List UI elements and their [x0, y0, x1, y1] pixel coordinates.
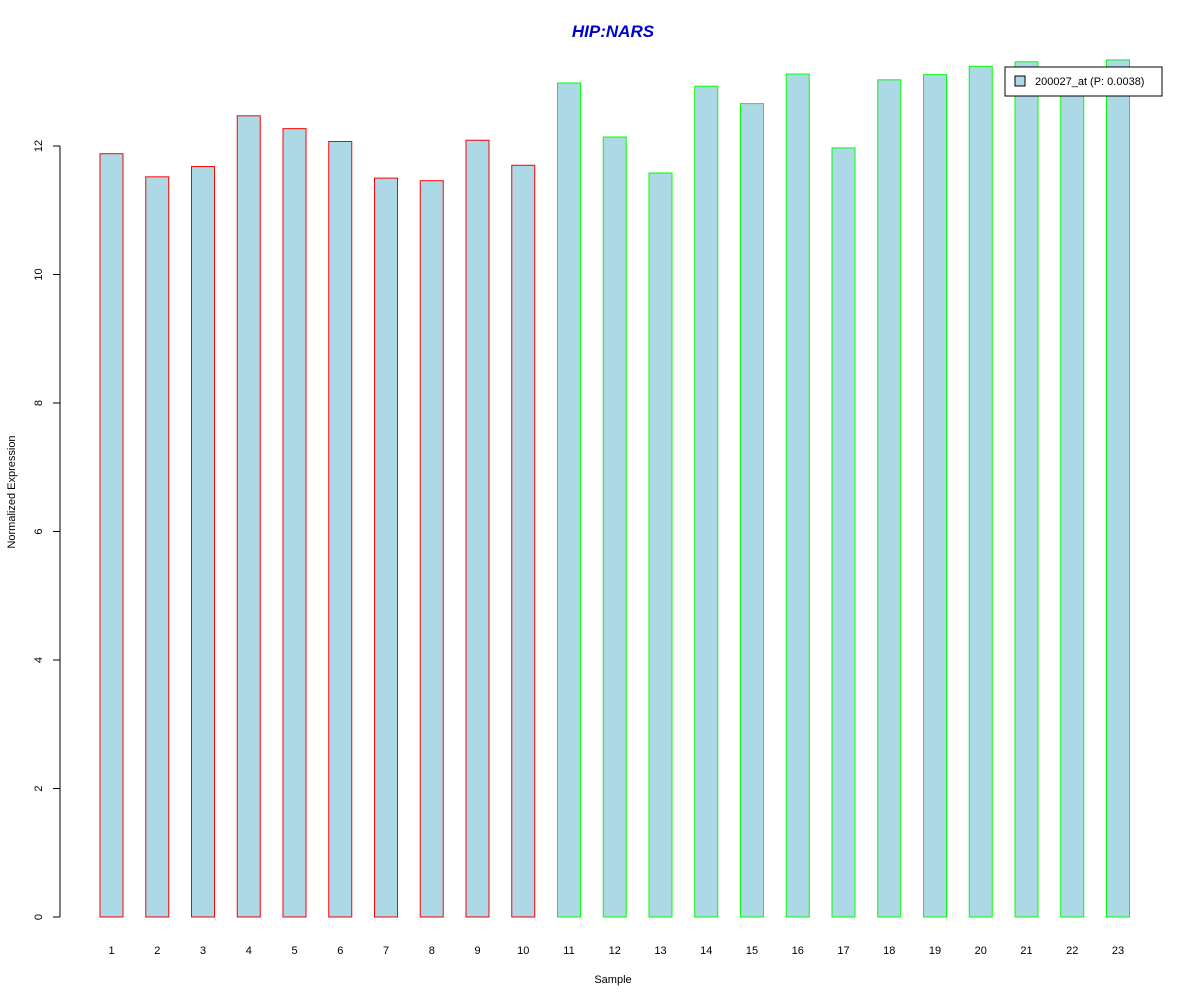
- y-axis: 0 2 4 6 8 10 12: [33, 140, 61, 920]
- x-axis-label: Sample: [594, 974, 631, 986]
- chart-title: HIP:NARS: [572, 22, 655, 41]
- bar-sample-4: [236, 115, 261, 918]
- y-axis-tick-label: 0: [33, 914, 45, 920]
- x-axis-tick-label: 6: [337, 945, 343, 957]
- legend-label: 200027_at (P: 0.0038): [1035, 76, 1144, 88]
- x-axis-tick-label: 9: [474, 945, 480, 957]
- y-axis-label: Normalized Expression: [6, 435, 18, 548]
- y-axis-tick-label: 8: [33, 400, 45, 406]
- legend: 200027_at (P: 0.0038): [1004, 66, 1163, 97]
- x-axis-tick-label: 20: [975, 945, 987, 957]
- x-axis-tick-label: 22: [1066, 945, 1078, 957]
- x-axis-tick-label: 10: [517, 945, 529, 957]
- x-axis-tick-label: 4: [246, 945, 252, 957]
- bar-sample-2: [145, 176, 170, 918]
- x-axis-tick-label: 18: [883, 945, 895, 957]
- x-axis-tick-label: 5: [291, 945, 297, 957]
- bar-sample-5: [282, 128, 307, 918]
- x-axis-tick-labels: 1 2 3 4 5 6 7 8 9 10 11 12 13 14 15 16 17 18 19 20 21 22 23: [108, 945, 1124, 957]
- bar-sample-22: [1060, 81, 1085, 918]
- y-axis-tick-label: 2: [33, 785, 45, 791]
- bar-sample-16: [785, 73, 810, 918]
- x-axis-tick-label: 17: [837, 945, 849, 957]
- bar-sample-21: [1014, 61, 1039, 918]
- x-axis-tick-label: 21: [1020, 945, 1032, 957]
- x-axis-tick-label: 13: [654, 945, 666, 957]
- bar-sample-17: [831, 147, 856, 918]
- bar-sample-15: [740, 103, 764, 918]
- y-axis-tick-label: 4: [33, 657, 45, 663]
- x-axis-tick-label: 3: [200, 945, 206, 957]
- x-axis-tick-label: 12: [609, 945, 621, 957]
- bar-sample-12: [602, 136, 627, 918]
- x-axis-tick-label: 14: [700, 945, 712, 957]
- bar-sample-7: [374, 177, 398, 918]
- y-axis-tick-label: 12: [33, 140, 45, 152]
- legend-swatch: [1014, 75, 1026, 87]
- bar-sample-20: [968, 65, 993, 918]
- x-axis-tick-label: 16: [792, 945, 804, 957]
- x-axis-tick-label: 7: [383, 945, 389, 957]
- x-axis-tick-label: 2: [154, 945, 160, 957]
- bar-sample-11: [557, 82, 581, 918]
- y-axis-tick-label: 6: [33, 528, 45, 534]
- bar-sample-9: [465, 139, 490, 918]
- x-axis-tick-label: 23: [1112, 945, 1124, 957]
- bar-sample-1: [99, 153, 124, 918]
- bar-sample-10: [511, 164, 536, 918]
- bar-sample-18: [877, 79, 902, 918]
- bars: [99, 59, 1130, 918]
- bar-sample-19: [923, 74, 947, 918]
- y-axis-tick-label: 10: [33, 268, 45, 280]
- bar-sample-6: [328, 141, 353, 918]
- legend-box: [1004, 66, 1163, 97]
- x-axis-tick-label: 15: [746, 945, 758, 957]
- bar-sample-3: [191, 166, 215, 918]
- x-axis-tick-label: 8: [429, 945, 435, 957]
- bar-sample-23: [1106, 59, 1130, 918]
- bar-sample-14: [694, 85, 719, 918]
- x-axis-tick-label: 1: [108, 945, 114, 957]
- x-axis-tick-label: 11: [563, 945, 574, 957]
- bar-sample-13: [648, 172, 673, 918]
- bar-sample-8: [419, 180, 444, 918]
- x-axis-tick-label: 19: [929, 945, 941, 957]
